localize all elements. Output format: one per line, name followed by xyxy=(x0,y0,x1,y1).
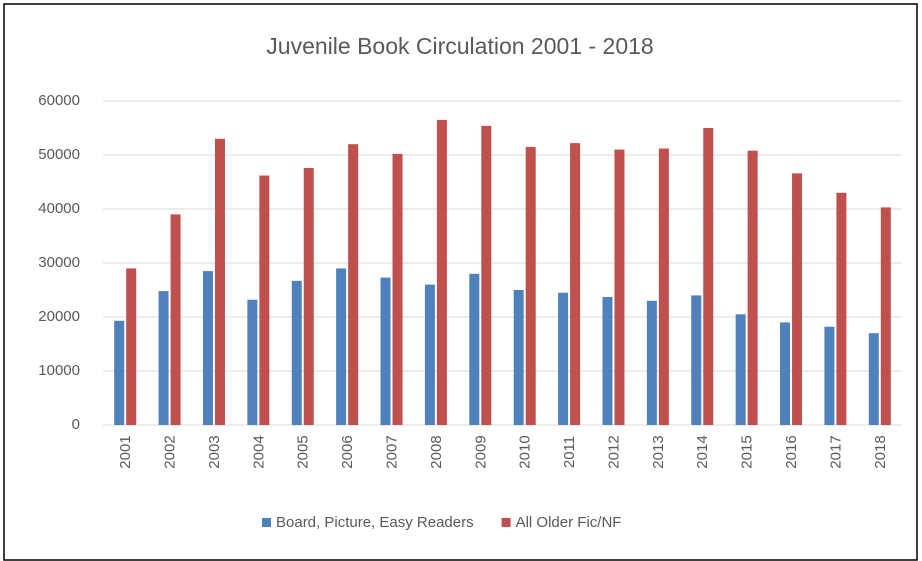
bar xyxy=(836,192,847,425)
bar xyxy=(513,290,524,425)
bar xyxy=(558,292,569,425)
y-tick-label: 30000 xyxy=(38,254,80,271)
bar xyxy=(424,284,435,425)
bar xyxy=(436,119,447,426)
x-tick-label: 2014 xyxy=(694,435,711,468)
bar xyxy=(259,175,270,425)
bar xyxy=(348,144,359,425)
bar xyxy=(703,128,714,425)
y-tick-label: 10000 xyxy=(38,362,80,379)
bar xyxy=(481,125,492,425)
legend-swatch xyxy=(501,518,511,527)
x-tick-label: 2009 xyxy=(472,435,489,468)
bar xyxy=(303,167,314,425)
bar xyxy=(691,295,702,425)
bar xyxy=(291,280,302,425)
legend-label: Board, Picture, Easy Readers xyxy=(276,514,474,531)
bar xyxy=(735,314,746,425)
x-tick-label: 2015 xyxy=(739,435,756,468)
bar xyxy=(247,299,258,425)
bar xyxy=(380,277,391,425)
x-tick-label: 2010 xyxy=(517,435,534,468)
chart-border xyxy=(3,3,918,561)
bar xyxy=(792,173,803,425)
x-tick-label: 2006 xyxy=(339,435,356,468)
x-tick-label: 2012 xyxy=(605,435,622,468)
x-tick-label: 2005 xyxy=(295,435,312,468)
y-tick-label: 0 xyxy=(72,416,80,433)
y-tick-label: 60000 xyxy=(38,92,80,109)
x-tick-label: 2011 xyxy=(561,436,578,468)
legend-label: All Older Fic/NF xyxy=(516,514,622,531)
chart-title: Juvenile Book Circulation 2001 - 2018 xyxy=(266,33,653,59)
x-tick-label: 2003 xyxy=(206,435,223,468)
bar xyxy=(614,149,625,425)
x-tick-label: 2001 xyxy=(117,435,134,468)
y-tick-label: 40000 xyxy=(38,200,80,217)
bar xyxy=(525,146,536,425)
legend-swatch xyxy=(262,518,271,527)
y-tick-label: 20000 xyxy=(38,308,80,325)
x-tick-label: 2008 xyxy=(428,435,445,468)
x-tick-label: 2016 xyxy=(783,435,800,468)
bar xyxy=(114,320,125,425)
bar xyxy=(646,300,657,425)
bar xyxy=(158,291,169,425)
bar xyxy=(747,150,758,425)
bar xyxy=(469,273,480,425)
bar xyxy=(780,322,791,425)
bar xyxy=(214,138,225,426)
bar xyxy=(868,333,879,425)
x-tick-label: 2004 xyxy=(250,435,267,468)
x-tick-label: 2017 xyxy=(827,435,844,468)
bar xyxy=(570,143,581,425)
bar xyxy=(392,153,403,426)
bar xyxy=(602,297,613,425)
bar xyxy=(658,148,669,425)
bar xyxy=(126,268,137,425)
bar xyxy=(824,326,835,425)
bar xyxy=(170,214,181,425)
x-tick-label: 2002 xyxy=(162,435,179,468)
x-tick-label: 2013 xyxy=(650,435,667,468)
bar xyxy=(202,271,213,425)
bar xyxy=(336,268,347,425)
bar xyxy=(880,207,891,425)
y-tick-label: 50000 xyxy=(38,146,80,163)
x-tick-label: 2018 xyxy=(872,435,889,468)
x-tick-label: 2007 xyxy=(383,435,400,468)
